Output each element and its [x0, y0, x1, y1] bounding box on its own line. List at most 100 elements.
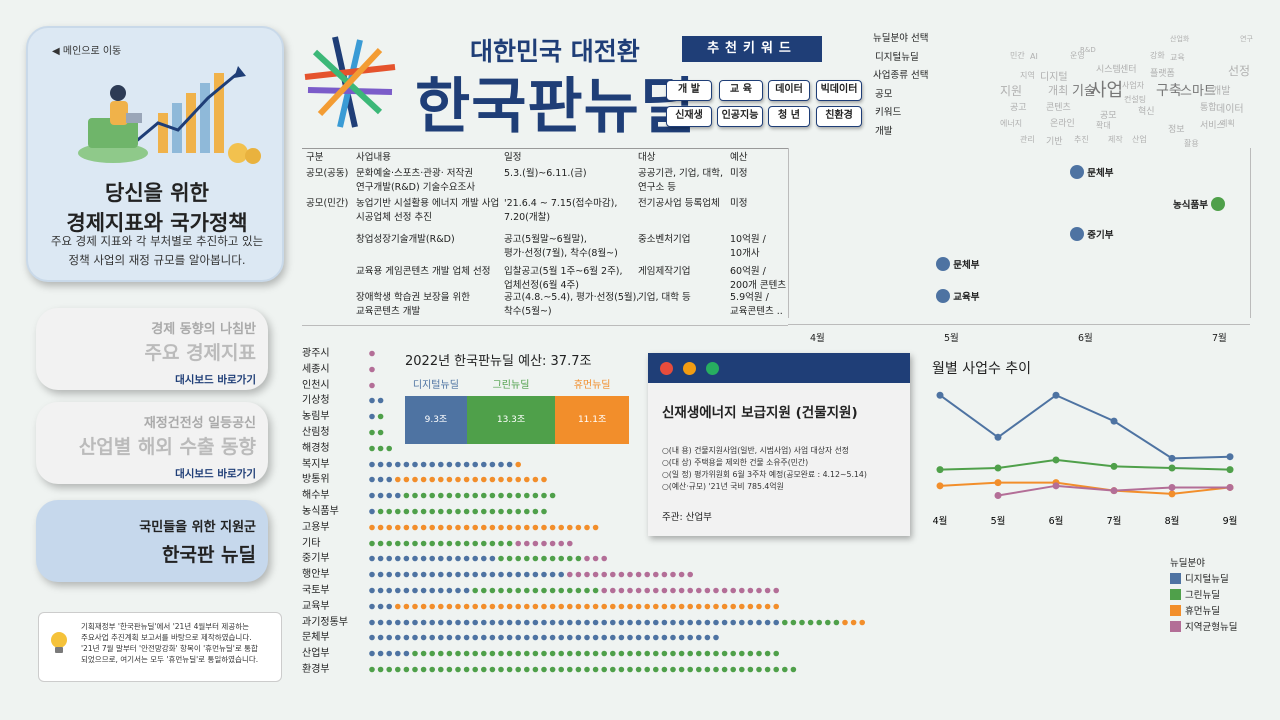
project-dot[interactable] — [704, 619, 711, 625]
project-dot[interactable] — [842, 619, 848, 625]
cloud-word[interactable]: 컨설팅 — [1124, 95, 1147, 104]
project-dot[interactable] — [782, 666, 788, 673]
project-dot[interactable] — [463, 556, 470, 562]
timeline-point[interactable] — [1211, 197, 1225, 211]
project-dot[interactable] — [481, 666, 487, 673]
project-dot[interactable] — [455, 461, 461, 467]
project-dot[interactable] — [420, 492, 427, 499]
project-dot[interactable] — [549, 556, 556, 562]
project-dot[interactable] — [463, 619, 470, 625]
project-dot[interactable] — [429, 492, 435, 499]
project-dot[interactable] — [369, 413, 375, 420]
keyword-button[interactable]: 데이터 — [768, 80, 810, 101]
project-dot[interactable] — [610, 571, 616, 578]
cloud-word[interactable]: 사업 — [1090, 80, 1124, 101]
series-point[interactable] — [1052, 391, 1060, 399]
project-dot[interactable] — [713, 666, 719, 673]
project-dot[interactable] — [412, 540, 418, 546]
project-dot[interactable] — [377, 461, 384, 467]
project-dot[interactable] — [472, 556, 478, 562]
project-dot[interactable] — [687, 650, 693, 657]
project-dot[interactable] — [369, 477, 375, 483]
project-dot[interactable] — [369, 382, 375, 388]
project-dot[interactable] — [472, 666, 478, 673]
project-dot[interactable] — [506, 650, 513, 657]
project-dot[interactable] — [377, 571, 384, 578]
project-dot[interactable] — [498, 477, 504, 483]
project-dot[interactable] — [412, 603, 418, 610]
project-dot[interactable] — [670, 587, 676, 594]
cloud-word[interactable]: 콘텐츠 — [1046, 103, 1071, 113]
project-dot[interactable] — [532, 635, 539, 641]
project-dot[interactable] — [403, 666, 410, 673]
series-point[interactable] — [1110, 417, 1118, 425]
project-dot[interactable] — [420, 508, 427, 515]
project-dot[interactable] — [369, 635, 375, 641]
project-dot[interactable] — [678, 619, 685, 625]
budget-segment[interactable]: 13.3조 — [466, 396, 556, 444]
project-dot[interactable] — [532, 571, 539, 578]
project-dot[interactable] — [747, 619, 754, 625]
dot-plot-row[interactable]: 문체부 — [302, 630, 1280, 645]
project-dot[interactable] — [429, 571, 435, 578]
project-dot[interactable] — [386, 461, 392, 467]
project-dot[interactable] — [713, 619, 719, 625]
project-dot[interactable] — [386, 477, 392, 483]
project-dot[interactable] — [592, 571, 599, 578]
dot-plot-row[interactable]: 기타 — [302, 536, 1280, 551]
project-dot[interactable] — [472, 603, 478, 610]
project-dot[interactable] — [541, 603, 547, 610]
keyword-button[interactable]: 개 발 — [666, 80, 712, 101]
project-dot[interactable] — [420, 587, 427, 594]
project-dot[interactable] — [489, 492, 496, 499]
project-dot[interactable] — [721, 619, 728, 625]
project-dot[interactable] — [524, 571, 530, 578]
project-dot[interactable] — [377, 445, 384, 452]
project-dot[interactable] — [739, 650, 745, 657]
project-dot[interactable] — [446, 666, 453, 673]
project-dot[interactable] — [446, 461, 453, 467]
project-dot[interactable] — [790, 666, 797, 673]
project-dot[interactable] — [610, 587, 616, 594]
series-point[interactable] — [994, 479, 1002, 487]
project-dot[interactable] — [773, 666, 779, 673]
project-dot[interactable] — [472, 477, 478, 483]
project-dot[interactable] — [472, 492, 478, 499]
project-dot[interactable] — [446, 508, 453, 515]
project-dot[interactable] — [395, 635, 401, 641]
cloud-word[interactable]: 관리 — [1020, 135, 1035, 144]
project-dot[interactable] — [807, 619, 814, 625]
cloud-word[interactable]: 추진 — [1074, 135, 1089, 144]
series-point[interactable] — [1226, 483, 1234, 491]
series-point[interactable] — [1110, 487, 1118, 495]
project-dot[interactable] — [438, 603, 444, 610]
project-dot[interactable] — [481, 508, 487, 515]
cloud-word[interactable]: 제작 — [1108, 135, 1123, 144]
project-dot[interactable] — [635, 666, 642, 673]
series-point[interactable] — [1168, 454, 1176, 462]
dot-plot-row[interactable]: 인천시 — [302, 378, 1280, 393]
project-dot[interactable] — [687, 619, 693, 625]
project-dot[interactable] — [644, 650, 650, 657]
cloud-word[interactable]: 계획 — [1220, 119, 1235, 128]
project-dot[interactable] — [498, 556, 504, 562]
project-dot[interactable] — [403, 524, 410, 531]
project-dot[interactable] — [498, 461, 504, 467]
project-dot[interactable] — [713, 635, 719, 641]
cloud-word[interactable]: 데이터 — [1216, 104, 1244, 115]
project-dot[interactable] — [670, 635, 676, 641]
project-dot[interactable] — [773, 650, 779, 657]
project-dot[interactable] — [567, 587, 573, 594]
project-dot[interactable] — [429, 587, 435, 594]
project-dot[interactable] — [438, 635, 444, 641]
project-dot[interactable] — [395, 477, 401, 483]
dot-plot-row[interactable]: 과기정통부 — [302, 615, 1280, 630]
project-dot[interactable] — [506, 540, 513, 546]
project-dot[interactable] — [558, 556, 564, 562]
close-icon[interactable] — [660, 362, 673, 375]
project-dot[interactable] — [506, 666, 513, 673]
project-dot[interactable] — [403, 571, 410, 578]
project-dot[interactable] — [395, 540, 401, 546]
project-dot[interactable] — [678, 587, 685, 594]
project-dot[interactable] — [403, 540, 410, 546]
